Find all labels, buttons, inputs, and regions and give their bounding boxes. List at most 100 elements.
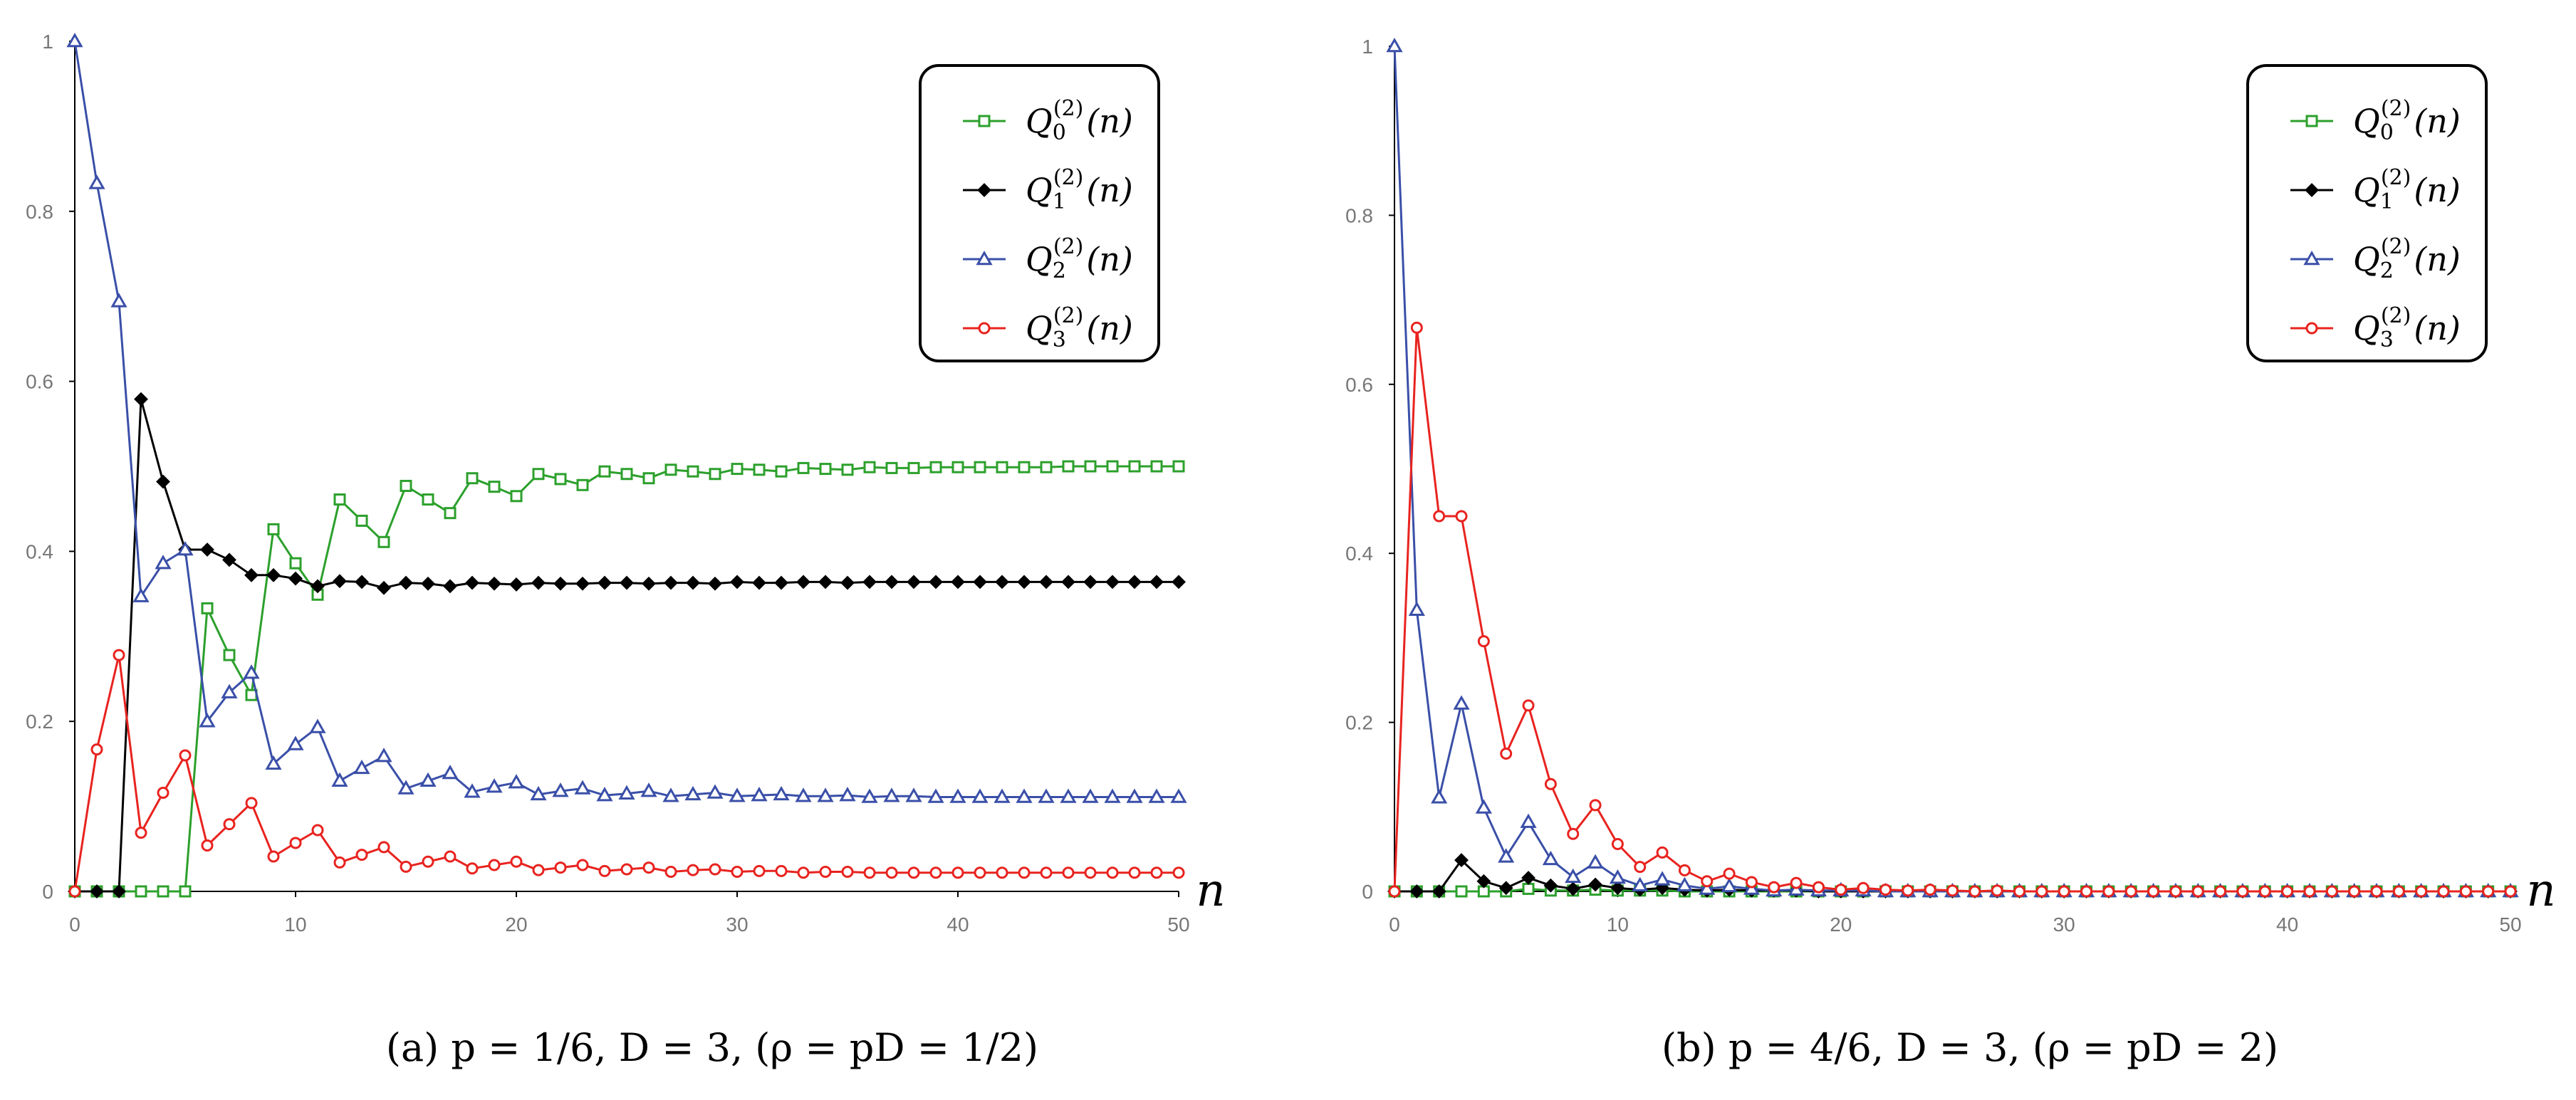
data-point-Q3 xyxy=(2102,885,2115,898)
y-tick-label: 1 xyxy=(1362,36,1373,58)
data-point-Q1 xyxy=(1172,575,1186,590)
x-tick-label: 30 xyxy=(2053,913,2075,936)
legend-marker xyxy=(976,250,993,266)
data-point-Q1 xyxy=(1610,881,1625,896)
legend-item-Q2: Q2(2)(n) xyxy=(963,234,1133,283)
data-point-Q3 xyxy=(333,856,346,869)
data-point-Q2 xyxy=(994,788,1011,803)
data-point-Q2 xyxy=(1170,788,1187,803)
data-point-Q3 xyxy=(1678,864,1691,876)
data-point-Q2 xyxy=(353,759,370,775)
data-point-Q1 xyxy=(1476,874,1491,889)
data-point-Q2 xyxy=(729,787,746,802)
data-point-Q0 xyxy=(488,481,501,493)
data-point-Q1 xyxy=(686,575,700,590)
series-Q2 xyxy=(66,32,1187,803)
series-line-Q0 xyxy=(75,465,1179,893)
legend: Q0(2)(n) Q1(2)(n) Q2(2)(n) Q3(2)(n) xyxy=(919,64,1160,362)
data-point-Q0 xyxy=(554,473,567,486)
data-point-Q3 xyxy=(2169,885,2182,898)
data-point-Q2 xyxy=(971,788,989,803)
data-point-Q0 xyxy=(1018,461,1031,473)
legend-marker xyxy=(978,115,991,127)
series-Q1 xyxy=(68,392,1186,899)
data-point-Q0 xyxy=(223,649,236,661)
data-point-Q3 xyxy=(2124,885,2137,898)
data-point-Q0 xyxy=(996,461,1008,473)
data-point-Q0 xyxy=(929,461,942,473)
legend-item-Q0: Q0(2)(n) xyxy=(963,96,1133,145)
y-tick-label: 0.8 xyxy=(26,201,53,223)
data-point-Q2 xyxy=(684,785,702,801)
x-tick-label: 40 xyxy=(947,913,969,936)
data-point-Q2 xyxy=(1453,695,1470,710)
data-point-Q1 xyxy=(664,575,678,590)
data-point-Q1 xyxy=(443,579,457,594)
data-point-Q2 xyxy=(949,788,966,803)
data-point-Q2 xyxy=(110,293,127,308)
data-point-Q2 xyxy=(706,784,724,799)
legend-marker xyxy=(2305,322,2318,335)
data-point-Q0 xyxy=(907,461,920,474)
data-point-Q0 xyxy=(267,523,280,535)
data-point-Q2 xyxy=(464,783,481,798)
data-point-Q1 xyxy=(642,576,656,591)
x-tick-label: 30 xyxy=(726,913,748,936)
data-point-Q3 xyxy=(2258,885,2271,898)
data-point-Q3 xyxy=(620,863,633,876)
chart-panel-a: 00.20.40.60.810 10 20 30 40 50nQ0(2)(n)Q1(2)(… xyxy=(26,31,1226,1070)
data-point-Q3 xyxy=(1902,884,1914,897)
data-point-Q2 xyxy=(596,787,613,802)
data-point-Q3 xyxy=(532,864,545,876)
data-point-Q0 xyxy=(355,514,368,527)
data-point-Q2 xyxy=(309,718,326,733)
data-point-Q3 xyxy=(135,827,147,839)
data-point-Q1 xyxy=(995,575,1009,590)
data-point-Q3 xyxy=(90,743,103,756)
data-point-Q0 xyxy=(1040,461,1053,473)
data-point-Q3 xyxy=(2325,885,2338,898)
legend-marker xyxy=(2305,183,2319,197)
data-point-Q1 xyxy=(200,543,214,557)
data-point-Q2 xyxy=(1038,788,1055,803)
series-Q3 xyxy=(1388,321,2517,898)
data-point-Q1 xyxy=(1409,884,1424,899)
legend-label: Q0(2)(n) xyxy=(2353,96,2461,145)
x-tick-label: 50 xyxy=(1167,913,1189,936)
data-point-Q3 xyxy=(1477,635,1490,648)
data-point-Q3 xyxy=(687,864,699,876)
y-tick-label: 0 xyxy=(42,881,53,903)
data-point-Q0 xyxy=(885,461,898,474)
data-point-Q0 xyxy=(1062,460,1075,473)
data-point-Q2 xyxy=(817,787,834,802)
data-point-Q1 xyxy=(1565,881,1580,896)
panel-caption: (b) p = 4/6, D = 3, (ρ = pD = 2) xyxy=(1662,1025,2278,1070)
data-point-Q2 xyxy=(375,748,392,763)
data-point-Q2 xyxy=(442,765,459,780)
data-point-Q2 xyxy=(1386,37,1403,53)
data-point-Q1 xyxy=(421,576,435,591)
data-point-Q1 xyxy=(266,567,281,582)
data-point-Q3 xyxy=(929,866,942,879)
data-point-Q3 xyxy=(223,818,236,831)
legend-label: Q1(2)(n) xyxy=(2353,165,2461,214)
data-point-Q3 xyxy=(775,864,788,877)
data-point-Q3 xyxy=(1172,866,1185,879)
data-point-Q3 xyxy=(1634,861,1647,874)
data-point-Q3 xyxy=(1455,510,1468,523)
data-point-Q2 xyxy=(1587,854,1604,869)
data-point-Q3 xyxy=(179,749,192,762)
data-point-Q3 xyxy=(1812,881,1825,894)
data-point-Q0 xyxy=(1455,885,1468,898)
data-point-Q2 xyxy=(265,755,282,770)
data-point-Q1 xyxy=(1588,877,1602,892)
data-point-Q0 xyxy=(444,507,457,520)
legend-item-Q0: Q0(2)(n) xyxy=(2290,96,2461,145)
data-point-Q2 xyxy=(486,778,503,793)
data-point-Q3 xyxy=(554,861,567,874)
data-point-Q3 xyxy=(996,866,1008,879)
data-point-Q1 xyxy=(222,552,236,567)
data-point-Q1 xyxy=(333,574,347,589)
chart-panel-b: 00.20.40.60.810 10 20 30 40 50nQ0(2)(n)Q1(2)(… xyxy=(1345,36,2556,1070)
data-point-Q0 xyxy=(620,468,633,481)
